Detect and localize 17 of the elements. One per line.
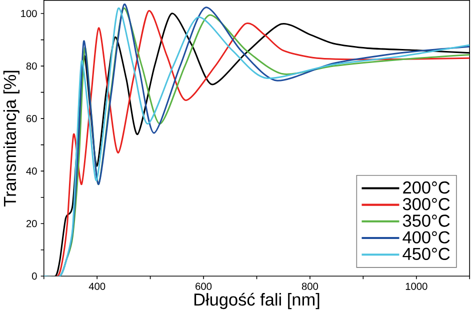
x-tick-label: 600	[196, 282, 212, 290]
legend-label: 200°C	[403, 181, 450, 194]
x-tick-label: 800	[302, 282, 318, 290]
x-tick-label: 1000	[406, 282, 428, 290]
x-tick-label: 400	[88, 282, 106, 290]
legend-label: 350°C	[402, 214, 450, 227]
legend-label: 450°C	[402, 248, 450, 260]
y-tick-label: 80	[26, 62, 37, 70]
y-tick-label: 100	[21, 10, 37, 17]
y-tick-label: 0	[32, 272, 37, 280]
y-tick-label: 20	[26, 220, 37, 227]
y-tick-label: 60	[26, 114, 37, 122]
legend-label: 300°C	[402, 198, 450, 210]
y-axis-title: Transmitancja [%]	[3, 70, 20, 206]
x-axis-title: Długość fali [nm]	[194, 292, 320, 309]
legend-label: 400°C	[402, 230, 450, 244]
y-tick-label: 40	[26, 167, 37, 174]
